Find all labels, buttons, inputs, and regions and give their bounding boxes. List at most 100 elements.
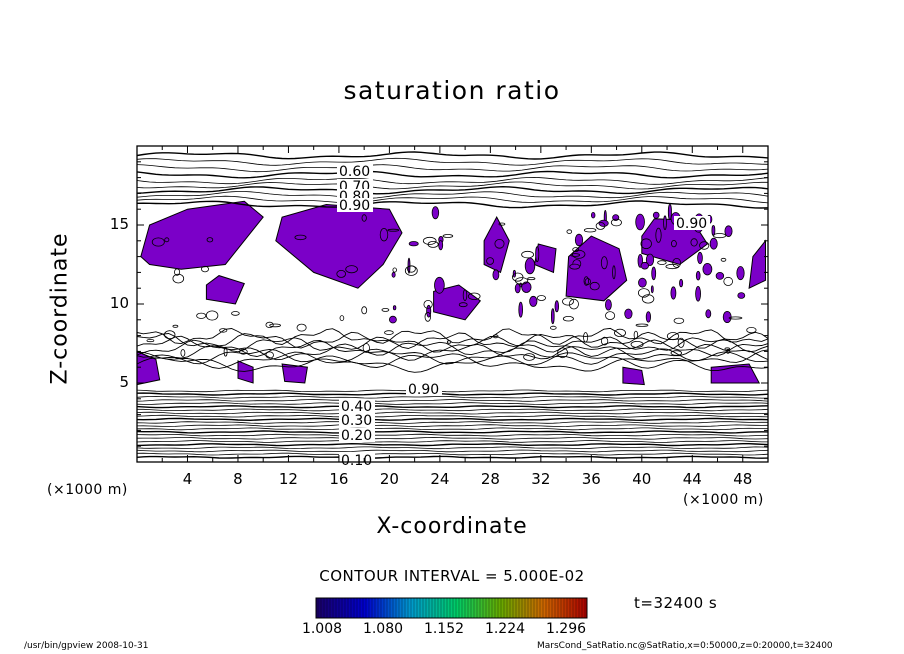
contour-loop xyxy=(384,330,394,335)
contour-label-bg xyxy=(339,399,375,413)
contour-loop xyxy=(172,324,179,328)
contour-loop xyxy=(494,239,505,249)
contour-loop xyxy=(492,334,499,339)
colorbar-fill xyxy=(316,598,587,618)
contour-loop xyxy=(640,238,652,250)
shaded-speck xyxy=(591,211,596,219)
shaded-speck xyxy=(379,227,389,242)
x-tick-label: 20 xyxy=(379,470,399,488)
contour-loop xyxy=(746,326,757,334)
shaded-speck xyxy=(724,225,733,238)
contour-line xyxy=(137,331,768,349)
contour-loop xyxy=(498,222,506,226)
shaded-speck xyxy=(695,270,701,281)
contour-loop xyxy=(690,238,698,247)
shaded-speck xyxy=(702,263,713,276)
contour-loop xyxy=(392,267,397,273)
shaded-speck xyxy=(715,271,725,280)
footer-file-info: MarsCond_SatRatio.nc@SatRatio,x=0:50000,… xyxy=(537,641,833,651)
shaded-speck xyxy=(529,295,538,307)
shaded-speck xyxy=(361,214,367,222)
contour-line xyxy=(137,327,768,345)
contour-loop xyxy=(458,302,468,308)
contour-line xyxy=(137,395,768,399)
contour-label: 0.40 xyxy=(341,399,372,415)
contour-loop xyxy=(151,237,165,247)
contour-loop xyxy=(670,350,683,356)
contour-line xyxy=(137,343,768,361)
shaded-speck xyxy=(408,241,419,247)
x-tick-label: 28 xyxy=(480,470,500,488)
shaded-speck xyxy=(663,215,667,231)
contour-loop xyxy=(725,348,731,354)
colorbar-tick-label: 1.152 xyxy=(423,621,465,637)
contour-loop xyxy=(265,321,274,328)
contour-lines xyxy=(137,151,768,459)
shaded-speck xyxy=(524,257,536,275)
y-axis-label: Z-coordinate xyxy=(47,232,73,385)
contour-line xyxy=(137,389,768,393)
shaded-speck xyxy=(651,266,657,281)
contour-line xyxy=(137,355,768,373)
contour-label-bg xyxy=(339,453,375,467)
colorbar-tick-label: 1.296 xyxy=(545,621,587,637)
x-tick-label: 4 xyxy=(182,470,193,488)
contour-loop xyxy=(605,311,616,321)
contour-loop xyxy=(724,347,731,351)
colorbar xyxy=(315,597,588,619)
y-tick-label: 10 xyxy=(109,294,129,312)
contour-loop xyxy=(633,330,639,340)
shaded-region xyxy=(433,284,482,321)
contour-line xyxy=(137,347,768,365)
chart-title: saturation ratio xyxy=(343,76,561,105)
shaded-speck xyxy=(486,257,495,265)
contour-loop xyxy=(219,328,228,333)
contour-line xyxy=(137,157,768,166)
contour-loop xyxy=(562,297,574,306)
contour-loop xyxy=(201,265,209,273)
footer-program-date: /usr/bin/gpview 2008-10-31 xyxy=(24,641,149,651)
shaded-region xyxy=(205,275,245,305)
contour-line xyxy=(137,436,768,440)
contour-loop xyxy=(361,306,368,315)
shaded-speck xyxy=(650,285,654,294)
contour-loop xyxy=(163,330,176,340)
shaded-speck xyxy=(612,265,616,280)
contour-label: 0.60 xyxy=(339,164,370,180)
shaded-speck xyxy=(645,253,655,266)
contour-line xyxy=(137,455,768,459)
contour-loop xyxy=(174,268,181,276)
contour-loop xyxy=(614,328,627,337)
contour-label: 0.30 xyxy=(341,413,372,429)
shaded-speck xyxy=(518,301,523,318)
contour-line xyxy=(137,442,768,447)
contour-loop xyxy=(146,339,155,343)
shaded-speck xyxy=(388,315,397,324)
shaded-speck xyxy=(635,213,645,231)
shaded-speck xyxy=(438,240,444,251)
contour-line xyxy=(137,449,768,453)
shaded-region xyxy=(622,366,645,386)
shaded-speck xyxy=(737,292,746,299)
colorbar-stripes xyxy=(317,598,586,618)
shaded-speck xyxy=(655,227,662,243)
x-tick-label: 36 xyxy=(581,470,601,488)
contour-label: 0.20 xyxy=(341,428,372,444)
contour-loop xyxy=(523,353,536,361)
shaded-speck xyxy=(521,281,532,293)
y-tick-label: 15 xyxy=(109,215,129,233)
x-tick-label: 8 xyxy=(233,470,243,488)
contour-loop xyxy=(423,299,433,309)
contour-loop xyxy=(583,332,589,343)
contour-line xyxy=(137,335,768,353)
x-left-unit: (×1000 m) xyxy=(47,482,128,498)
contour-loop xyxy=(362,343,370,353)
contour-line xyxy=(137,405,768,409)
contour-loop xyxy=(595,221,606,230)
contour-loop xyxy=(589,281,600,291)
shaded-speck xyxy=(535,246,540,263)
shaded-speck xyxy=(638,277,647,288)
x-tick-label: 40 xyxy=(632,470,652,488)
contour-label: 0.90 xyxy=(339,198,370,214)
contour-line xyxy=(137,170,768,179)
